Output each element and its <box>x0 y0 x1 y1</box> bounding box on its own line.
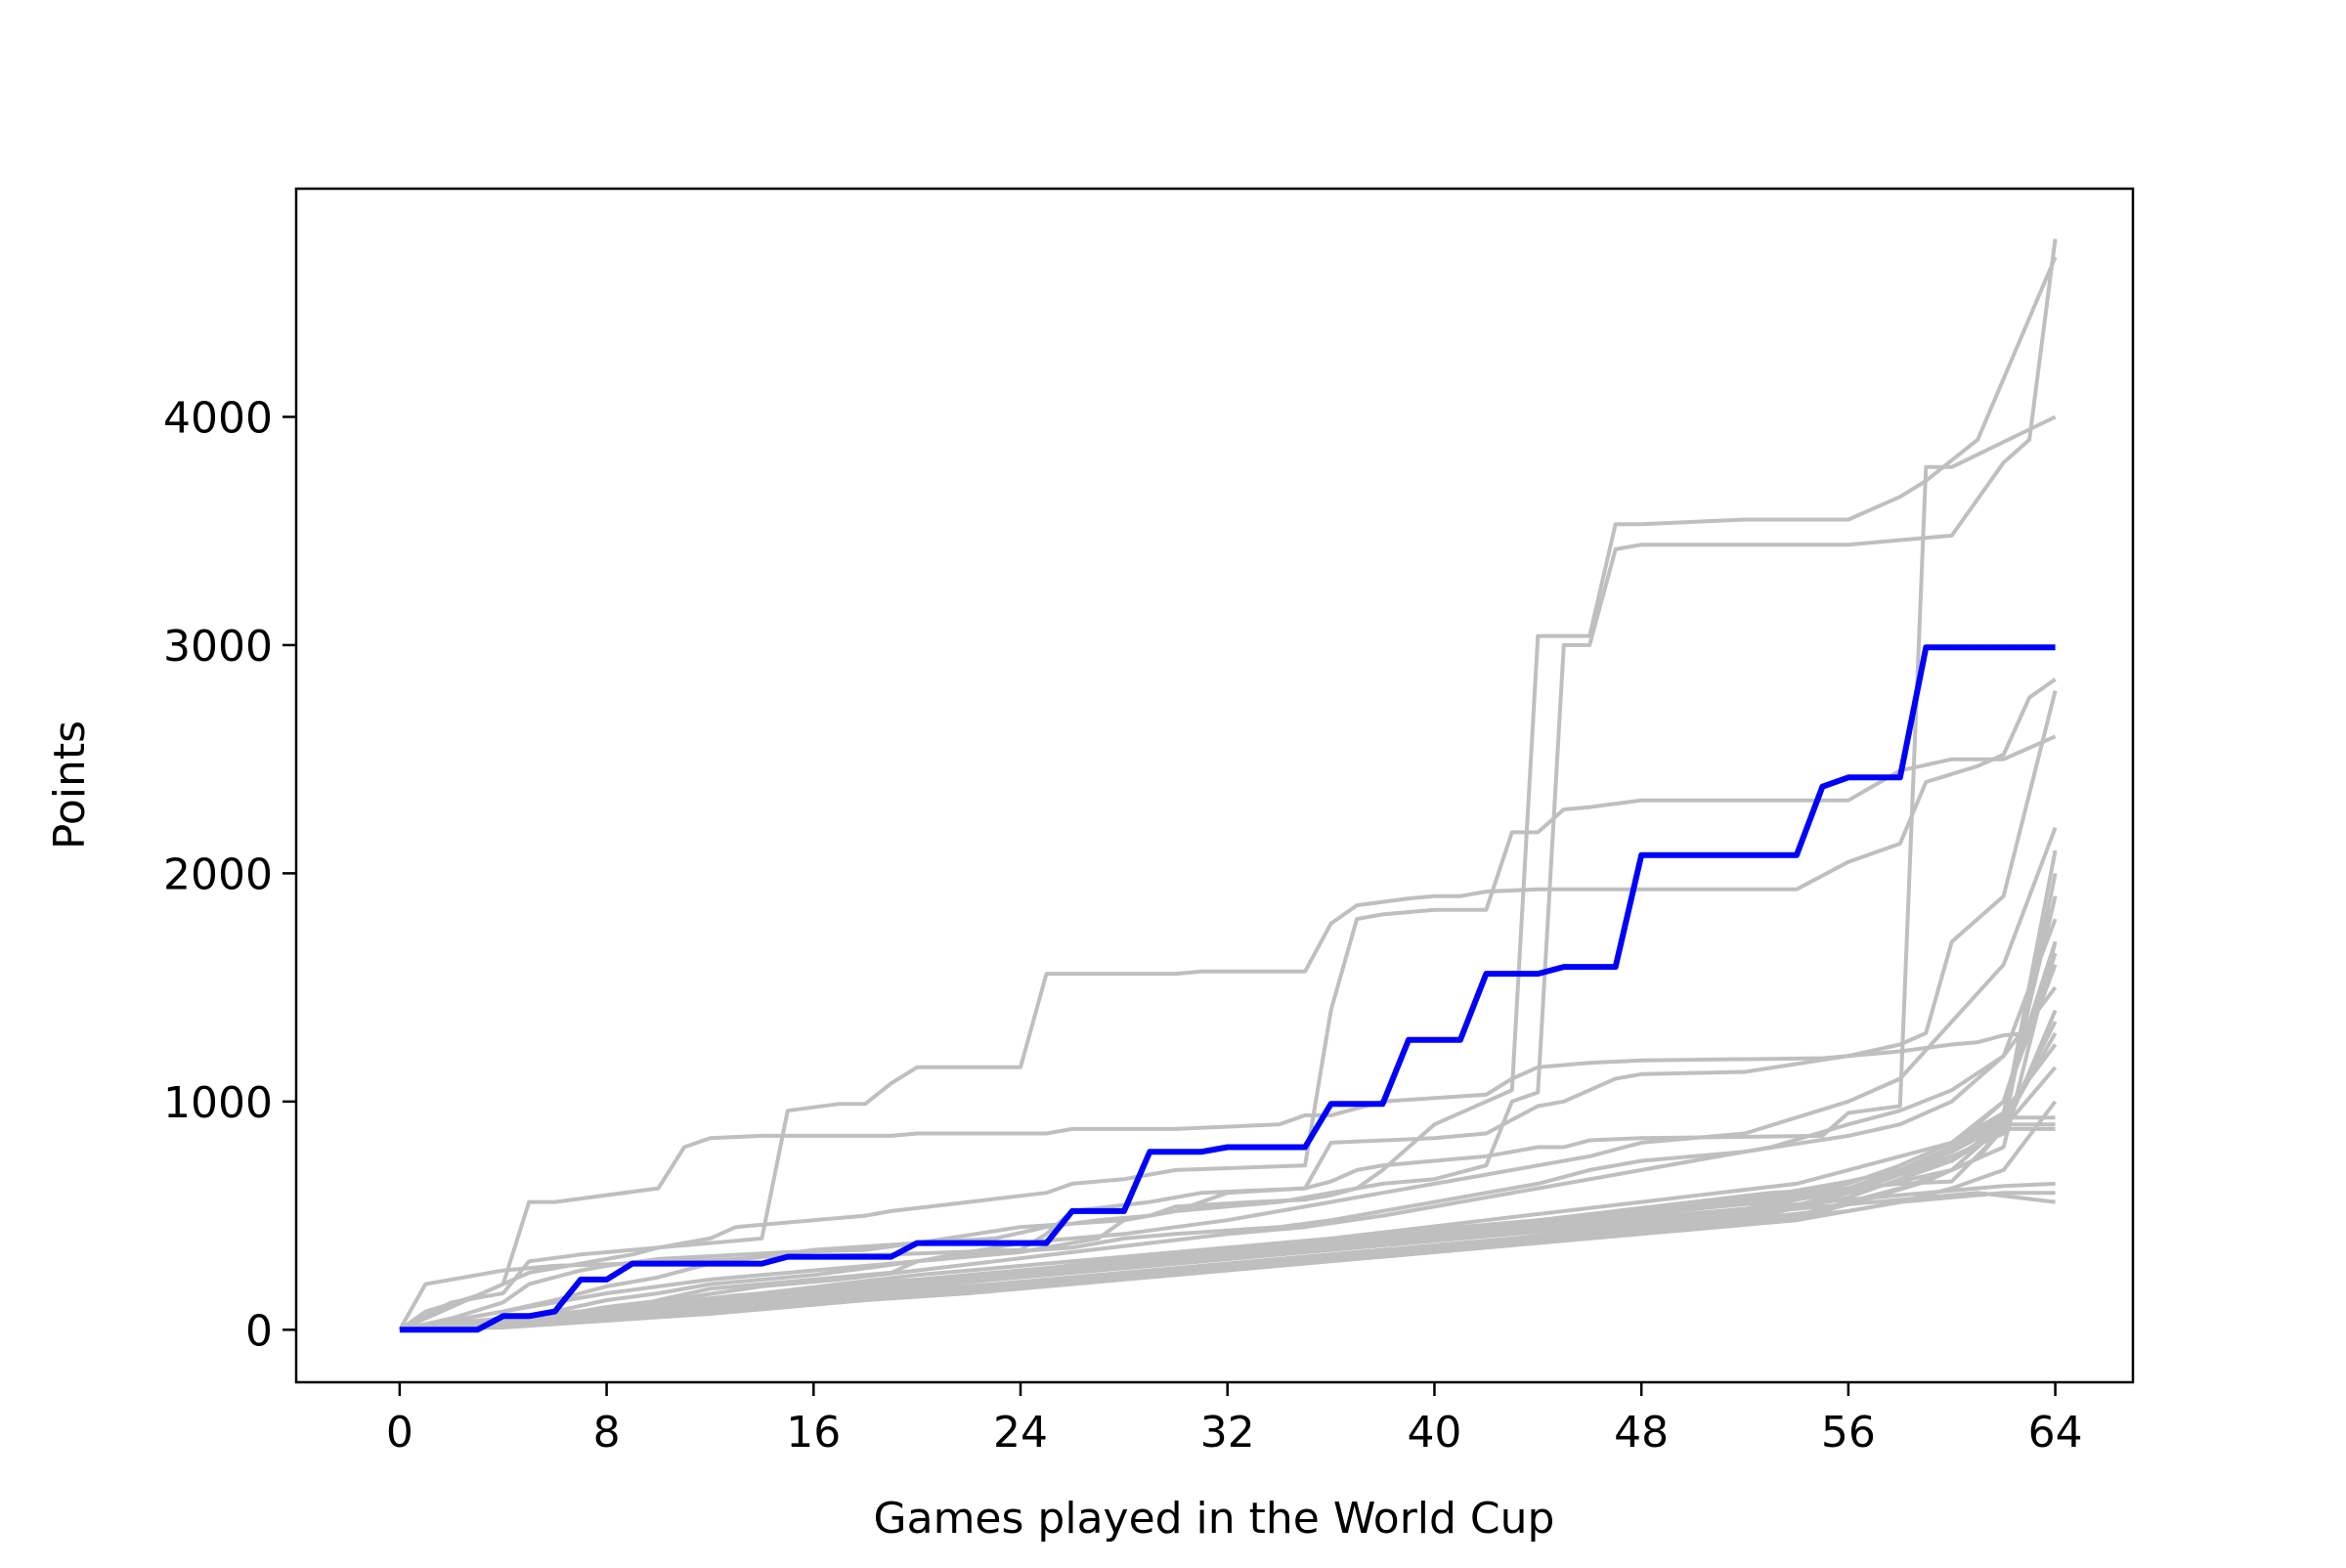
x-tick-label: 16 <box>786 1408 841 1458</box>
x-axis: 0 8 16 24 32 40 48 56 64 <box>386 1382 2083 1458</box>
x-tick-label: 32 <box>1200 1408 1255 1458</box>
background-series-line <box>399 256 2058 1332</box>
y-tick-label: 1000 <box>163 1078 273 1128</box>
y-tick-label: 0 <box>245 1306 273 1356</box>
y-tick-label: 2000 <box>163 849 273 899</box>
background-series-line <box>399 940 2058 1332</box>
background-series-line <box>399 985 2058 1332</box>
background-series-line <box>399 940 2058 1332</box>
x-axis-label: Games played in the World Cup <box>874 1494 1555 1544</box>
x-tick-label: 48 <box>1614 1408 1669 1458</box>
highlight-series-line <box>399 644 2056 1333</box>
highlight-series-group <box>399 644 2056 1333</box>
background-series-line <box>399 826 2058 1332</box>
x-tick-label: 0 <box>386 1408 413 1458</box>
background-series-line <box>399 849 2058 1332</box>
background-series-group <box>398 239 2058 1332</box>
x-tick-label: 40 <box>1407 1408 1461 1458</box>
x-tick-label: 8 <box>593 1408 621 1458</box>
background-series-line <box>398 677 2057 1332</box>
x-tick-label: 24 <box>993 1408 1048 1458</box>
y-axis-label: Points <box>45 720 95 849</box>
background-series-line <box>398 734 2057 1331</box>
x-tick-label: 56 <box>1821 1408 1876 1458</box>
y-axis: 0 1000 2000 3000 4000 <box>163 393 296 1356</box>
background-series-line <box>399 239 2058 1332</box>
background-series-line <box>399 952 2058 1332</box>
background-series-line <box>399 918 2058 1332</box>
background-series-line <box>399 690 2058 1332</box>
background-series-line <box>399 895 2058 1332</box>
y-tick-label: 4000 <box>163 393 273 443</box>
axes-frame <box>294 187 2135 1384</box>
background-series-line <box>398 414 2057 1331</box>
y-tick-label: 3000 <box>163 622 273 672</box>
x-tick-label: 64 <box>2028 1408 2083 1458</box>
